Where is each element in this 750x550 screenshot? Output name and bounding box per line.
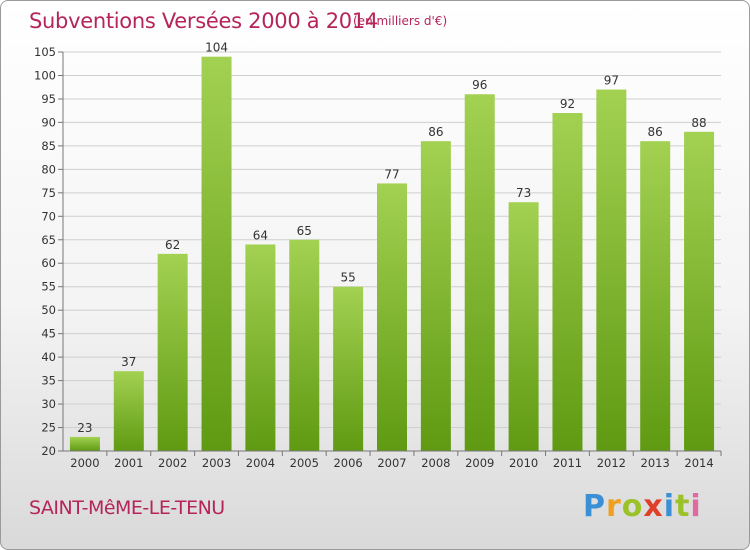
x-tick-label: 2009	[465, 456, 494, 470]
bar	[377, 183, 407, 451]
y-tick-label: 95	[41, 92, 56, 106]
y-tick-label: 85	[41, 139, 56, 153]
y-tick-label: 25	[41, 421, 56, 435]
bar	[684, 131, 715, 452]
y-tick-label: 60	[41, 256, 56, 270]
x-tick-label: 2013	[641, 456, 670, 470]
x-tick-label: 2008	[421, 456, 450, 470]
y-tick-label: 90	[41, 115, 56, 129]
bar-value-label: 77	[384, 167, 399, 181]
proxiti-logo: Proxiti	[583, 489, 702, 524]
bar	[596, 89, 627, 451]
bar	[464, 94, 495, 451]
bar-value-label: 92	[560, 97, 575, 111]
y-tick-label: 40	[41, 350, 56, 364]
logo-letter: o	[621, 489, 644, 524]
bar	[245, 244, 276, 451]
y-axis: 20 25 30 35 40 45 50 55 60 65 70 75 80 85 90 95 100 105	[34, 45, 64, 458]
bar	[552, 113, 583, 451]
logo-letter: i	[663, 489, 676, 524]
x-tick-label: 2002	[158, 456, 187, 470]
logo-letter: i	[690, 489, 702, 524]
y-tick-label: 105	[34, 45, 56, 59]
y-tick-label: 70	[41, 209, 56, 223]
chart-title: Subventions Versées 2000 à 2014	[29, 9, 378, 33]
x-tick-label: 2005	[290, 456, 319, 470]
bar	[157, 253, 188, 451]
y-tick-label: 80	[41, 162, 56, 176]
bar-value-label: 86	[648, 125, 663, 139]
bar-value-label: 64	[253, 228, 268, 242]
x-tick-label: 2004	[246, 456, 275, 470]
bar-value-label: 62	[165, 238, 180, 252]
bar	[69, 436, 100, 451]
logo-letter: P	[583, 489, 606, 524]
bar	[113, 371, 144, 451]
y-tick-label: 30	[41, 397, 56, 411]
bar-value-label: 104	[205, 41, 228, 55]
x-tick-label: 2007	[377, 456, 406, 470]
x-tick-label: 2011	[553, 456, 582, 470]
bar-value-label: 37	[121, 355, 136, 369]
x-tick-label: 2000	[70, 456, 99, 470]
bar-value-label: 96	[472, 78, 487, 92]
bar	[289, 239, 320, 451]
logo-letter: x	[643, 489, 664, 524]
x-tick-label: 2014	[684, 456, 713, 470]
chart-subtitle: (en milliers d'€)	[353, 14, 448, 28]
bar	[640, 141, 671, 451]
x-tick-label: 2012	[597, 456, 626, 470]
y-tick-label: 65	[41, 233, 56, 247]
bar	[420, 141, 451, 451]
y-tick-label: 100	[34, 68, 56, 82]
x-tick-label: 2006	[333, 456, 362, 470]
y-tick-label: 45	[41, 327, 56, 341]
bar-value-label: 55	[340, 271, 355, 285]
bar	[333, 286, 364, 451]
x-axis: 2000 2001 2002 2003 2004 2005 2006 2007 2008 2009…	[63, 450, 722, 470]
bar-value-label: 97	[604, 74, 619, 88]
bars	[69, 56, 715, 452]
bar-value-label: 88	[691, 116, 706, 130]
y-tick-label: 35	[41, 374, 56, 388]
y-tick-label: 50	[41, 303, 56, 317]
x-tick-label: 2003	[202, 456, 231, 470]
y-tick-label: 20	[41, 444, 56, 458]
x-tick-label: 2001	[114, 456, 143, 470]
data-labels: 23 37 62 104 64 65 55 77 86 96 73 92 97 86 88	[77, 41, 706, 435]
y-tick-label: 75	[41, 186, 56, 200]
bar-value-label: 73	[516, 186, 531, 200]
bar-value-label: 86	[428, 125, 443, 139]
bar-value-label: 23	[77, 421, 92, 435]
bar-value-label: 65	[297, 224, 312, 238]
y-tick-label: 55	[41, 280, 56, 294]
logo-letter: r	[606, 489, 622, 524]
logo-letter: t	[675, 489, 691, 524]
x-tick-label: 2010	[509, 456, 538, 470]
bar	[508, 202, 539, 451]
bar	[201, 56, 232, 451]
commune-name: SAINT-MêME-LE-TENU	[29, 497, 225, 519]
